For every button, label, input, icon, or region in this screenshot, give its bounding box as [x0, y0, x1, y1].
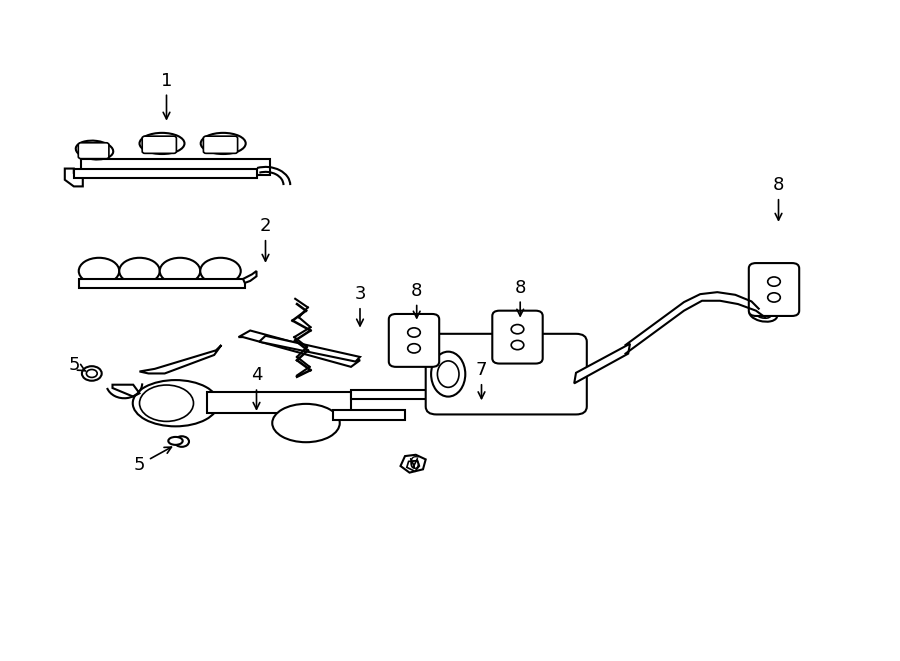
Polygon shape: [112, 385, 140, 397]
Polygon shape: [333, 410, 405, 420]
Ellipse shape: [768, 277, 780, 286]
Polygon shape: [207, 392, 351, 413]
Polygon shape: [259, 336, 360, 362]
FancyBboxPatch shape: [78, 143, 109, 159]
Text: 6: 6: [409, 455, 419, 473]
Ellipse shape: [511, 340, 524, 350]
Text: 4: 4: [251, 366, 262, 409]
Ellipse shape: [86, 369, 97, 377]
Text: 1: 1: [161, 71, 172, 119]
Polygon shape: [79, 279, 245, 288]
Polygon shape: [140, 345, 221, 373]
Ellipse shape: [82, 366, 102, 381]
Ellipse shape: [431, 352, 465, 397]
Polygon shape: [238, 330, 360, 367]
Text: 8: 8: [773, 176, 784, 220]
Polygon shape: [243, 271, 256, 283]
Ellipse shape: [755, 310, 771, 318]
FancyBboxPatch shape: [203, 136, 238, 153]
Text: 3: 3: [355, 285, 365, 326]
Ellipse shape: [79, 258, 119, 284]
Polygon shape: [65, 169, 83, 186]
Ellipse shape: [768, 293, 780, 302]
Polygon shape: [351, 390, 441, 399]
Ellipse shape: [272, 404, 340, 442]
Ellipse shape: [200, 258, 241, 284]
Text: 8: 8: [411, 282, 422, 318]
FancyBboxPatch shape: [389, 314, 439, 367]
Polygon shape: [574, 344, 630, 383]
FancyBboxPatch shape: [749, 263, 799, 316]
Text: 5: 5: [134, 447, 171, 474]
Text: 5: 5: [69, 356, 86, 374]
Ellipse shape: [133, 380, 218, 426]
Polygon shape: [81, 159, 270, 175]
Ellipse shape: [160, 258, 200, 284]
Text: 7: 7: [476, 361, 487, 399]
Ellipse shape: [511, 325, 524, 334]
FancyBboxPatch shape: [492, 311, 543, 364]
Polygon shape: [74, 169, 256, 178]
Polygon shape: [407, 461, 419, 471]
FancyBboxPatch shape: [142, 136, 176, 153]
Ellipse shape: [140, 385, 194, 422]
Ellipse shape: [168, 437, 183, 445]
Ellipse shape: [140, 133, 184, 154]
Ellipse shape: [119, 258, 160, 284]
FancyBboxPatch shape: [426, 334, 587, 414]
Ellipse shape: [408, 344, 420, 353]
Ellipse shape: [201, 133, 246, 154]
Ellipse shape: [408, 328, 420, 337]
Text: 2: 2: [260, 217, 271, 261]
Polygon shape: [400, 455, 426, 473]
Ellipse shape: [437, 361, 459, 387]
Text: 8: 8: [515, 278, 526, 316]
Ellipse shape: [175, 436, 189, 447]
Ellipse shape: [750, 306, 777, 322]
Ellipse shape: [76, 141, 113, 159]
